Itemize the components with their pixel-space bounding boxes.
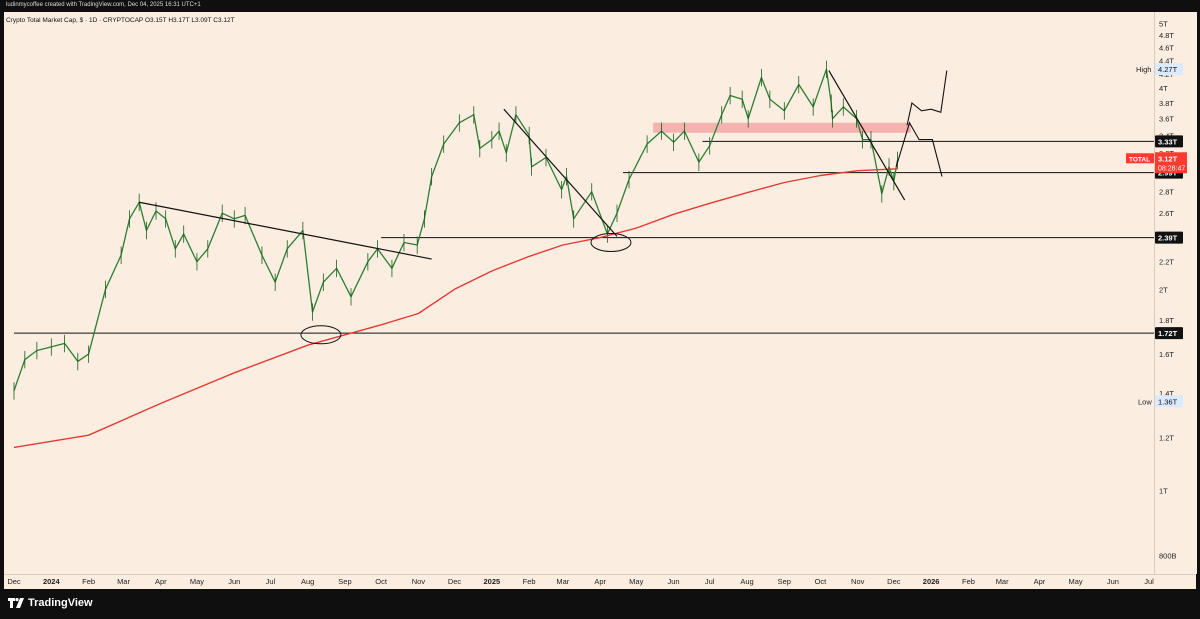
plot-area[interactable] — [4, 12, 1154, 574]
author-credit: ludinmycoffee created with TradingView.c… — [6, 2, 201, 8]
footer-bar — [0, 589, 1200, 619]
tradingview-logo[interactable]: TradingView — [8, 597, 93, 609]
time-axis[interactable] — [4, 574, 1196, 590]
brand-name: TradingView — [28, 597, 93, 609]
tradingview-logo-icon — [8, 598, 24, 608]
price-axis[interactable] — [1154, 12, 1197, 574]
symbol-ohlc-legend: Crypto Total Market Cap, $ · 1D · CRYPTO… — [6, 17, 235, 24]
